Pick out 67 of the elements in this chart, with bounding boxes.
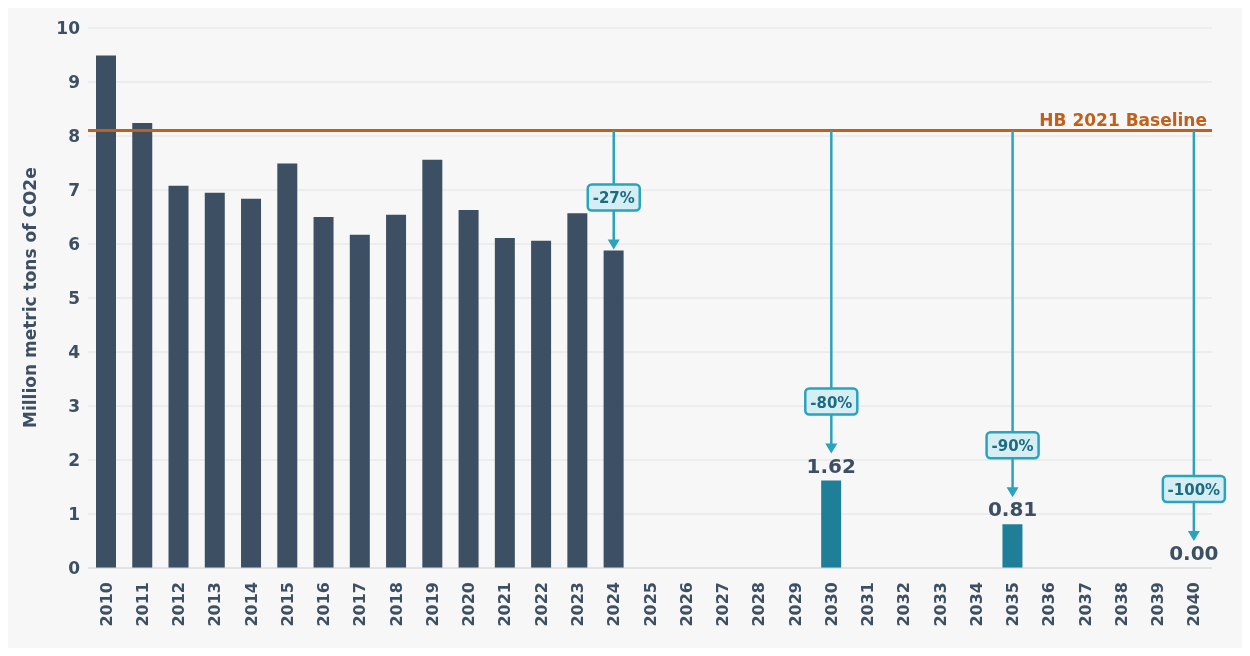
x-tick-label: 2025 bbox=[640, 582, 660, 627]
x-tick-label: 2010 bbox=[96, 582, 116, 627]
bar bbox=[349, 234, 370, 568]
data-label: 0.00 bbox=[1169, 541, 1219, 565]
x-tick-label: 2021 bbox=[495, 582, 515, 627]
y-tick-label: 9 bbox=[68, 72, 80, 93]
x-tick-label: 2028 bbox=[749, 582, 769, 627]
bar bbox=[168, 185, 189, 568]
annotation: -100% bbox=[1167, 481, 1221, 499]
bar bbox=[422, 159, 443, 568]
x-tick-label: 2030 bbox=[821, 582, 841, 627]
x-tick-label: 2011 bbox=[132, 582, 152, 627]
annotation: -90% bbox=[991, 437, 1034, 456]
y-tick-label: 8 bbox=[68, 126, 80, 147]
y-tick-label: 10 bbox=[56, 18, 81, 39]
y-tick-label: 2 bbox=[68, 450, 80, 471]
x-tick-label: 2020 bbox=[459, 582, 479, 627]
ref-line-label: HB 2021 Baseline bbox=[1039, 109, 1207, 130]
x-tick-label: 2014 bbox=[241, 582, 261, 627]
data-label: 0.81 bbox=[987, 497, 1038, 522]
y-tick-label: 1 bbox=[68, 504, 80, 525]
x-tick-label: 2013 bbox=[205, 582, 225, 627]
y-tick-label: 5 bbox=[68, 288, 80, 309]
x-tick-label: 2027 bbox=[713, 582, 733, 627]
bar bbox=[821, 480, 842, 568]
bar bbox=[567, 213, 588, 568]
annotation: -80% bbox=[810, 393, 853, 412]
bar bbox=[204, 192, 225, 568]
x-tick-label: 2015 bbox=[277, 582, 297, 627]
x-tick-label: 2032 bbox=[894, 582, 914, 627]
bar bbox=[1002, 524, 1023, 568]
x-tick-label: 2037 bbox=[1075, 582, 1095, 627]
x-tick-label: 2039 bbox=[1148, 582, 1168, 627]
y-axis-title: Million metric tons of CO2e bbox=[20, 167, 41, 428]
x-tick-label: 2018 bbox=[386, 582, 406, 627]
bar bbox=[386, 214, 407, 568]
x-tick-label: 2031 bbox=[858, 582, 878, 627]
annotation: -27% bbox=[592, 189, 635, 208]
x-tick-label: 2019 bbox=[422, 582, 442, 627]
bar bbox=[241, 198, 262, 568]
bar bbox=[494, 238, 515, 568]
x-tick-label: 2034 bbox=[966, 582, 986, 627]
bar bbox=[458, 209, 479, 568]
x-tick-label: 2040 bbox=[1184, 582, 1204, 627]
x-tick-label: 2017 bbox=[350, 582, 370, 627]
x-tick-label: 2016 bbox=[314, 582, 334, 627]
x-tick-label: 2038 bbox=[1111, 582, 1131, 627]
x-tick-label: 2029 bbox=[785, 582, 805, 627]
x-tick-label: 2036 bbox=[1039, 582, 1059, 627]
y-tick-label: 6 bbox=[68, 234, 80, 255]
x-tick-label: 2023 bbox=[567, 582, 587, 627]
bar bbox=[96, 55, 116, 568]
x-tick-label: 2033 bbox=[930, 582, 950, 627]
data-label: 1.62 bbox=[806, 453, 856, 478]
y-tick-label: 7 bbox=[68, 180, 80, 201]
bar bbox=[132, 123, 153, 568]
bar bbox=[531, 240, 552, 568]
x-tick-label: 2012 bbox=[169, 582, 189, 627]
y-tick-label: 3 bbox=[68, 396, 80, 417]
x-tick-label: 2024 bbox=[604, 582, 624, 627]
x-tick-label: 2035 bbox=[1003, 582, 1023, 627]
bar bbox=[277, 163, 298, 568]
y-tick-label: 4 bbox=[68, 342, 81, 363]
y-tick-label: 0 bbox=[68, 558, 81, 579]
bar bbox=[313, 217, 334, 568]
x-tick-label: 2026 bbox=[676, 582, 696, 627]
x-tick-label: 2022 bbox=[531, 582, 551, 627]
